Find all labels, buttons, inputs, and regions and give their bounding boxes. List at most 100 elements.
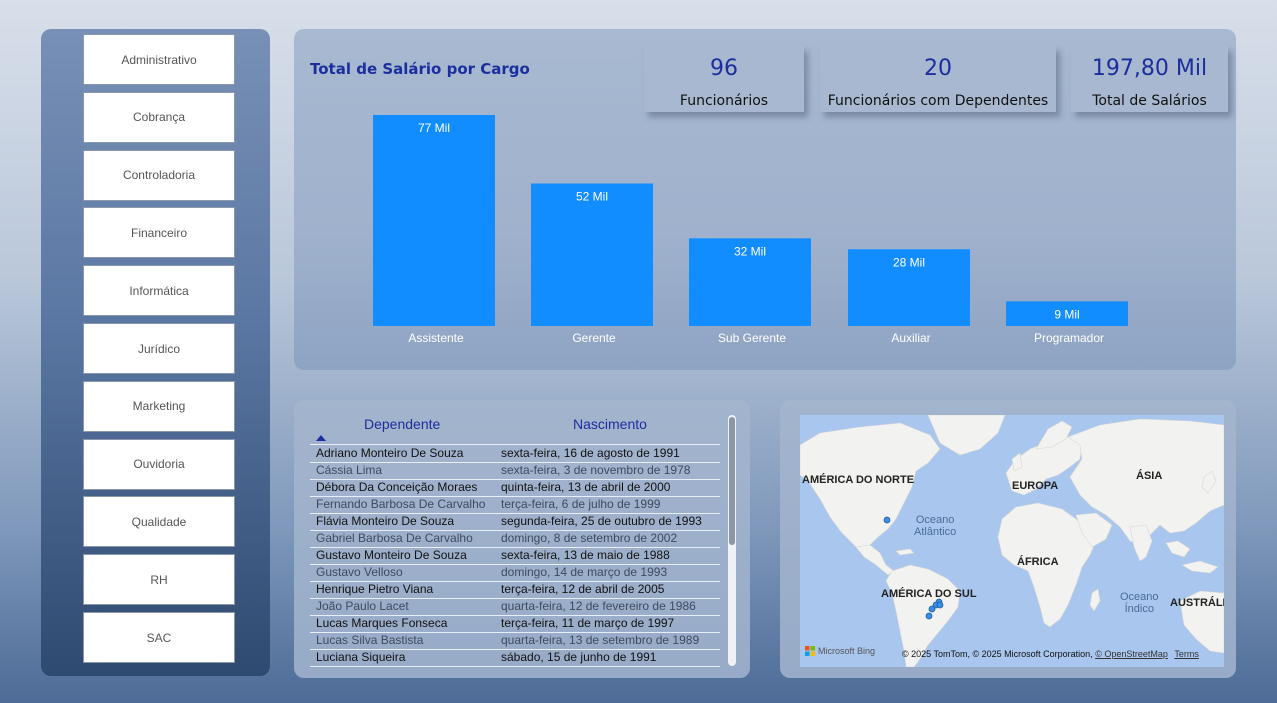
table-row[interactable]: Gustavo Monteiro De Souza sexta-feira, 13… <box>310 547 720 565</box>
data-label: 32 Mil <box>734 244 766 258</box>
birth-date-cell: quinta-feira, 13 de abril de 2000 <box>501 480 671 494</box>
map-attribution: © 2025 TomTom, © 2025 Microsoft Corporat… <box>902 649 1199 659</box>
world-map[interactable]: AMÉRICA DO NORTE EUROPA ÁSIA ÁFRICA AMÉR… <box>800 415 1224 667</box>
table-row[interactable]: Lucas Marques Fonseca terça-feira, 11 de … <box>310 615 720 633</box>
table-row[interactable]: Débora Da Conceição Moraes quinta-feira, … <box>310 479 720 497</box>
terms-link[interactable]: Terms <box>1174 649 1199 659</box>
dependent-name-cell: Flávia Monteiro De Souza <box>316 514 455 528</box>
dependent-name-cell: Henrique Pietro Viana <box>316 582 434 596</box>
dependent-name-cell: Gustavo Monteiro De Souza <box>316 548 467 562</box>
department-slicer: Administrativo Cobrança Controladoria Finan… <box>41 29 270 676</box>
ocean-line: Oceano Índico <box>1120 591 1159 615</box>
birth-date-cell: sábado, 15 de junho de 1991 <box>501 650 657 664</box>
dependent-name-cell: Lucas Silva Bastista <box>316 633 424 647</box>
birth-date-cell: segunda-feira, 25 de outubro de 1993 <box>501 514 702 528</box>
birth-date-cell: domingo, 14 de março de 1993 <box>501 565 668 579</box>
data-label: 77 Mil <box>418 121 450 135</box>
birth-date-cell: quarta-feira, 12 de fevereiro de 1986 <box>501 599 696 613</box>
kpi-card-total-salaries: 197,80 Mil Total de Salários <box>1071 46 1228 112</box>
dependent-name-cell: Cássia Lima <box>316 463 383 477</box>
department-button[interactable]: Marketing <box>83 380 235 432</box>
table-row[interactable]: João Paulo Lacet quarta-feira, 12 de feve… <box>310 598 720 616</box>
department-button[interactable]: Administrativo <box>83 34 235 85</box>
birth-date-cell: sexta-feira, 3 de novembro de 1978 <box>501 463 691 477</box>
department-button[interactable]: SAC <box>83 612 235 663</box>
bar-programador[interactable] <box>1006 301 1128 326</box>
map-label-atlantic-ocean: Oceano Atlântico <box>914 514 956 538</box>
table-row[interactable]: Gabriel Barbosa De Carvalho domingo, 8 de… <box>310 530 720 548</box>
openstreetmap-link[interactable]: © OpenStreetMap <box>1095 649 1168 659</box>
category-label: Auxiliar <box>891 331 930 345</box>
dependent-name-cell: Gabriel Barbosa De Carvalho <box>316 531 473 545</box>
bar-chart: 77 Mil Assistente 52 Mil Gerente 32 Mil Sub G… <box>373 115 1128 345</box>
bing-logo: Microsoft Bing <box>805 646 875 656</box>
bar-sub-gerente[interactable] <box>689 238 811 326</box>
table-row[interactable]: Lucas Silva Bastista quarta-feira, 13 de … <box>310 632 720 650</box>
table-row[interactable]: Henrique Pietro Viana terça-feira, 12 de … <box>310 581 720 599</box>
category-label: Sub Gerente <box>718 331 786 345</box>
map-marker <box>883 516 891 524</box>
column-header-birth-date[interactable]: Nascimento <box>573 416 647 432</box>
data-label: 9 Mil <box>1054 307 1079 321</box>
kpi-value: 197,80 Mil <box>1091 56 1208 81</box>
table-row[interactable]: Adriano Monteiro De Souza sexta-feira, 16… <box>310 445 720 463</box>
dependent-name-cell: Adriano Monteiro De Souza <box>316 446 464 460</box>
kpi-label: Funcionários <box>679 93 769 109</box>
scrollbar-thumb[interactable] <box>729 417 735 545</box>
map-label-south-america: AMÉRICA DO SUL <box>881 588 977 600</box>
column-header-dependent[interactable]: Dependente <box>364 416 441 432</box>
table-row[interactable]: Luciana Siqueira sábado, 15 de junho de 1… <box>310 649 720 667</box>
dependent-name-cell: Fernando Barbosa De Carvalho <box>316 497 486 511</box>
department-button[interactable]: Ouvidoria <box>83 438 235 490</box>
chart-title: Total de Salário por Cargo <box>310 60 530 78</box>
department-button[interactable]: Controladoria <box>83 149 235 201</box>
data-label: 52 Mil <box>576 190 608 204</box>
dependent-name-cell: Lucas Marques Fonseca <box>316 616 448 630</box>
world-landmass <box>800 415 1224 667</box>
map-label-australia: AUSTRÁLI <box>1170 597 1224 609</box>
birth-date-cell: quarta-feira, 13 de setembro de 1989 <box>501 633 700 647</box>
birth-date-cell: terça-feira, 12 de abril de 2005 <box>501 582 665 596</box>
birth-date-cell: sexta-feira, 16 de agosto de 1991 <box>501 446 680 460</box>
category-label: Gerente <box>572 331 616 345</box>
dependent-name-cell: João Paulo Lacet <box>316 599 409 613</box>
table-row[interactable]: Fernando Barbosa De Carvalho terça-feira,… <box>310 496 720 514</box>
bar-assistente[interactable] <box>373 115 495 326</box>
category-label: Programador <box>1034 331 1104 345</box>
map-marker <box>928 605 936 613</box>
table-row[interactable]: Flávia Monteiro De Souza segunda-feira, 2… <box>310 513 720 531</box>
map-label-asia: ÁSIA <box>1136 470 1163 482</box>
triangle-up-icon[interactable] <box>316 435 326 442</box>
birth-date-cell: sexta-feira, 13 de maio de 1988 <box>501 548 670 562</box>
department-button[interactable]: Informática <box>83 265 235 317</box>
map-panel: AMÉRICA DO NORTE EUROPA ÁSIA ÁFRICA AMÉR… <box>780 400 1236 678</box>
data-label: 28 Mil <box>893 255 925 269</box>
map-label-africa: ÁFRICA <box>1017 556 1059 568</box>
department-button[interactable]: Financeiro <box>83 207 235 259</box>
bar-gerente[interactable] <box>531 183 653 326</box>
department-button[interactable]: Qualidade <box>83 496 235 548</box>
bar-auxiliar[interactable] <box>848 249 970 326</box>
birth-date-cell: domingo, 8 de setembro de 2002 <box>501 531 678 545</box>
bing-logo-text: Microsoft Bing <box>818 646 876 656</box>
map-markers <box>883 516 944 620</box>
dependent-name-cell: Débora Da Conceição Moraes <box>316 480 478 494</box>
kpi-card-employees: 96 Funcionários <box>644 46 804 112</box>
map-marker <box>936 601 944 609</box>
category-label: Assistente <box>408 331 464 345</box>
department-button[interactable]: Cobrança <box>83 91 235 143</box>
kpi-value: 96 <box>710 56 738 81</box>
map-marker <box>925 612 933 620</box>
map-label-north-america: AMÉRICA DO NORTE <box>802 474 915 486</box>
attribution-text: © 2025 TomTom, © 2025 Microsoft Corporat… <box>902 649 1093 659</box>
header-divider <box>310 444 720 445</box>
department-button[interactable]: Jurídico <box>83 323 235 374</box>
birth-date-cell: terça-feira, 11 de março de 1997 <box>501 616 675 630</box>
table-row[interactable]: Cássia Lima sexta-feira, 3 de novembro de… <box>310 462 720 480</box>
table-row[interactable]: Gustavo Velloso domingo, 14 de março de 1… <box>310 564 720 582</box>
department-button[interactable]: RH <box>83 554 235 606</box>
kpi-label: Total de Salários <box>1092 93 1207 109</box>
dependent-name-cell: Luciana Siqueira <box>316 650 406 664</box>
dependents-table-panel: Dependente Nascimento Adriano Monteiro D… <box>294 400 750 678</box>
kpi-label: Funcionários com Dependentes <box>827 93 1049 109</box>
